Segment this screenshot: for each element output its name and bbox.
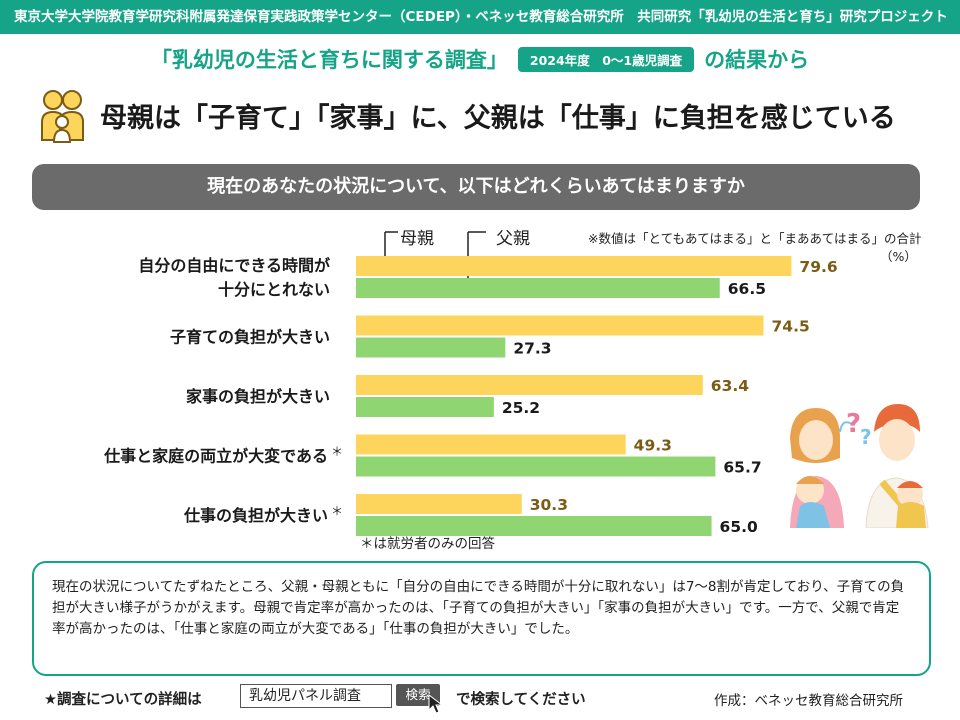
- svg-text:?: ?: [860, 425, 872, 449]
- bar-mother-4: [356, 494, 522, 514]
- svg-text:?: ?: [846, 409, 861, 439]
- value-label-father-0: 66.5: [728, 280, 766, 298]
- bar-father-4: [356, 516, 712, 536]
- asterisk-mark-3: ＊: [331, 445, 343, 459]
- survey-title-line: 「乳幼児の生活と育ちに関する調査」 2024年度 0～1歳児調査 の結果から: [0, 44, 960, 78]
- legend-father: 父親: [496, 229, 530, 249]
- category-label-1: 子育ての負担が大きい: [170, 328, 330, 347]
- value-label-father-2: 25.2: [502, 399, 540, 417]
- value-label-mother-3: 49.3: [634, 437, 672, 455]
- headline: 母親は「子育て」「家事」に、父親は「仕事」に負担を感じている: [100, 103, 896, 134]
- value-label-mother-2: 63.4: [711, 377, 749, 395]
- value-label-mother-0: 79.6: [799, 258, 837, 276]
- value-label-father-4: 65.0: [720, 518, 758, 536]
- value-label-father-1: 27.3: [513, 340, 551, 358]
- bar-father-2: [356, 397, 494, 417]
- parents-with-babies-illustration: ? ?: [790, 404, 929, 528]
- bar-father-1: [356, 337, 506, 358]
- value-label-father-3: 65.7: [723, 459, 761, 477]
- footnote: ＊は就労者のみの回答: [360, 536, 495, 552]
- category-label-3: 仕事と家庭の両立が大変である: [103, 447, 328, 466]
- project-banner: 東京大学大学院教育学研究科附属発達保育実践政策学センター（CEDEP）・ベネッセ…: [0, 0, 960, 34]
- bar-father-0: [356, 278, 720, 298]
- search-input[interactable]: 乳幼児パネル調査: [240, 684, 392, 708]
- mouse-cursor-icon: [428, 694, 444, 714]
- summary-box: 現在の状況についてたずねたところ、父親・母親ともに「自分の自由にできる時間が十分…: [32, 561, 931, 676]
- bar-mother-3: [356, 434, 626, 455]
- bar-mother-1: [356, 315, 764, 336]
- survey-badge: 2024年度 0～1歳児調査: [517, 46, 695, 72]
- bar-mother-2: [356, 375, 703, 395]
- asterisk-mark-4: ＊: [331, 504, 343, 518]
- bar-mother-0: [356, 256, 792, 276]
- family-icon: [41, 90, 84, 143]
- category-label-2: 家事の負担が大きい: [186, 387, 330, 406]
- credit: 作成：ベネッセ教育総合研究所: [714, 693, 903, 709]
- footer-lead: ★調査についての詳細は: [44, 692, 202, 708]
- unit-label: （%）: [880, 249, 917, 264]
- bar-father-3: [356, 456, 716, 477]
- legend-mother: 母親: [400, 229, 434, 249]
- category-label-0-line-1: 十分にとれない: [218, 280, 330, 299]
- category-label-4: 仕事の負担が大きい: [183, 506, 328, 525]
- category-label-0-line-0: 自分の自由にできる時間が: [138, 256, 330, 275]
- value-note: ※数値は「とてもあてはまる」と「まああてはまる」の合計: [588, 231, 922, 246]
- question-banner: 現在のあなたの状況について、以下はどれくらいあてはまりますか: [32, 164, 920, 210]
- value-label-mother-1: 74.5: [772, 318, 810, 336]
- survey-title: 「乳幼児の生活と育ちに関する調査」: [150, 48, 508, 72]
- value-label-mother-4: 30.3: [530, 496, 568, 514]
- survey-suffix: の結果から: [704, 48, 810, 72]
- footer-tail: で検索してください: [456, 692, 586, 708]
